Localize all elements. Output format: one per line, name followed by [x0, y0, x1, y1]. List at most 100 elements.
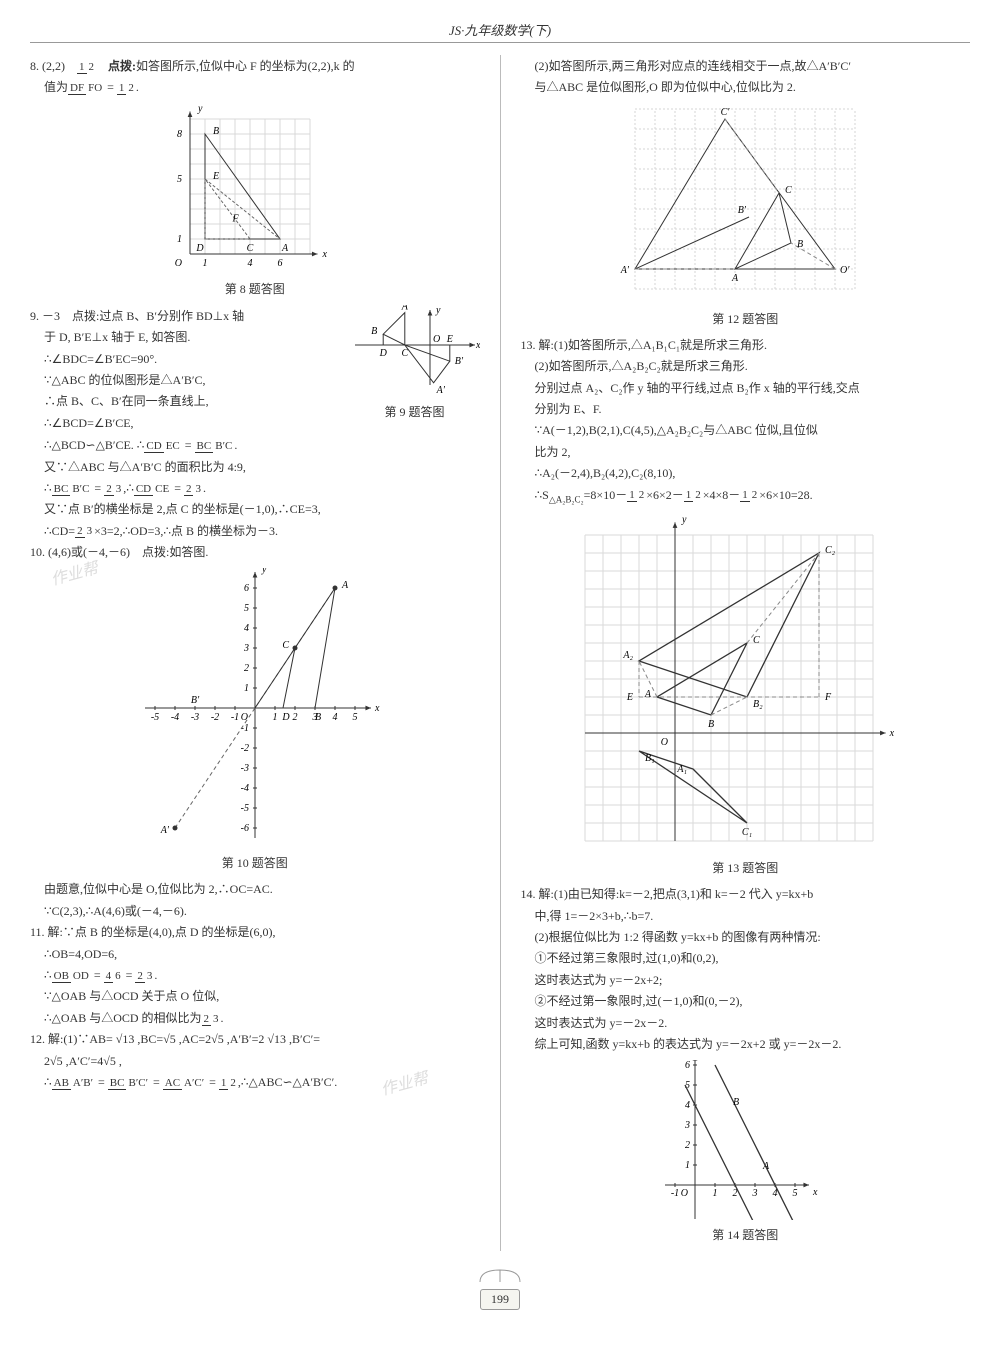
svg-text:4: 4 [332, 712, 337, 723]
q13-l2: (2)如答图所示,△A₂B₂C₂就是所求三角形. [521, 356, 971, 376]
svg-text:6: 6 [685, 1060, 690, 1071]
svg-text:1: 1 [244, 683, 249, 694]
svg-text:B: B [315, 712, 321, 723]
q10-l3: ∵C(2,3),∴A(4,6)或(－4,－6). [30, 901, 480, 921]
svg-text:x: x [812, 1187, 818, 1198]
svg-text:C: C [785, 185, 792, 196]
svg-text:4: 4 [247, 258, 252, 269]
svg-text:O: O [433, 334, 440, 345]
svg-text:A′: A′ [159, 825, 169, 836]
svg-text:B′: B′ [454, 356, 463, 367]
q9-l7: ∴△BCD∽△B′CE. ∴CDEC = BCB′C. [30, 435, 480, 455]
svg-text:-4: -4 [240, 783, 248, 794]
svg-text:A′: A′ [620, 265, 630, 276]
svg-text:C: C [401, 348, 408, 359]
svg-text:C′: C′ [721, 107, 731, 118]
svg-text:-5: -5 [240, 803, 248, 814]
svg-text:F: F [824, 692, 832, 703]
q9-caption: 第 9 题答图 [350, 403, 480, 420]
svg-text:x: x [475, 340, 480, 351]
svg-text:3: 3 [684, 1120, 690, 1131]
svg-text:A′: A′ [435, 385, 445, 395]
svg-text:-2: -2 [240, 743, 248, 754]
svg-text:5: 5 [177, 174, 182, 185]
svg-text:1: 1 [685, 1160, 690, 1171]
svg-text:A: A [281, 243, 289, 254]
q8-line2: 值为DFFO = 12. [30, 77, 480, 97]
svg-text:A: A [762, 1161, 770, 1172]
book-icon [475, 1267, 525, 1285]
q12c-caption: 第 12 题答图 [521, 310, 971, 327]
left-column: 8. (2,2) 12 点拨:如答图所示,位似中心 F 的坐标为(2,2),k … [30, 55, 480, 1251]
q10-l2: 由题意,位似中心是 O,位似比为 2,∴OC=AC. [30, 879, 480, 899]
q14-l6: ②不经过第一象限时,过(－1,0)和(0,－2), [521, 991, 971, 1011]
q8-line1: 8. (2,2) 12 点拨:如答图所示,位似中心 F 的坐标为(2,2),k … [30, 56, 480, 76]
svg-text:4: 4 [244, 623, 249, 634]
page-header: JS·九年级数学(下) [30, 20, 970, 43]
svg-text:F: F [231, 213, 239, 224]
q14-caption: 第 14 题答图 [521, 1226, 971, 1243]
q14-l2: 中,得 1=－2×3+b,∴b=7. [521, 906, 971, 926]
svg-text:1: 1 [272, 712, 277, 723]
svg-text:-3: -3 [240, 763, 248, 774]
svg-text:A: A [400, 305, 408, 313]
svg-text:O: O [241, 712, 248, 723]
q10-caption: 第 10 题答图 [30, 854, 480, 871]
q12-l3: ∴ABA′B′ = BCB′C′ = ACA′C′ = 12,∴△ABC∽△A′… [30, 1072, 480, 1092]
q9-l6: ∴∠BCD=∠B′CE, [30, 413, 342, 433]
q13-l3: 分别过点 A₂、C₂作 y 轴的平行线,过点 B₂作 x 轴的平行线,交点 [521, 378, 971, 398]
svg-text:C: C [282, 640, 289, 651]
svg-text:C: C [753, 635, 760, 646]
svg-text:C₂: C₂ [825, 545, 836, 556]
svg-text:A: A [341, 580, 349, 591]
svg-text:-5: -5 [151, 712, 159, 723]
svg-text:5: 5 [244, 603, 249, 614]
q12c-figure: A′C′O′ABCB′ [521, 104, 971, 304]
q11-l1: 11. 解:∵点 B 的坐标是(4,0),点 D 的坐标是(6,0), [30, 922, 480, 942]
q8-figure: 158146OxyBEDCAF [30, 104, 480, 274]
q12c-l2: 与△ABC 是位似图形,O 即为位似中心,位似比为 2. [521, 77, 971, 97]
q9-l4: ∵△ABC 的位似图形是△A′B′C, [30, 370, 342, 390]
svg-text:x: x [321, 249, 327, 260]
q11-l5: ∴△OAB 与△OCD 的相似比为23. [30, 1008, 480, 1028]
svg-text:D: D [195, 243, 204, 254]
q13-figure: ABCA₁B₁C₁A₂B₂C₂EFOxy [521, 513, 971, 853]
svg-text:O: O [175, 258, 182, 269]
svg-text:D: D [378, 348, 387, 359]
svg-text:D: D [281, 712, 290, 723]
svg-text:-4: -4 [171, 712, 179, 723]
svg-text:2: 2 [685, 1140, 690, 1151]
svg-text:8: 8 [177, 129, 182, 140]
svg-text:O: O [681, 1188, 688, 1199]
q8-caption: 第 8 题答图 [30, 280, 480, 297]
svg-text:B: B [797, 239, 803, 250]
svg-text:2: 2 [244, 663, 249, 674]
svg-text:B: B [708, 719, 714, 730]
q9-l9: ∴BCB′C = 23,∴CDCE = 23. [30, 478, 480, 498]
q9-l3: ∴∠BDC=∠B′EC=90°. [30, 349, 342, 369]
svg-text:6: 6 [277, 258, 282, 269]
svg-text:1: 1 [713, 1188, 718, 1199]
svg-text:E: E [445, 334, 452, 345]
q14-l8: 综上可知,函数 y=kx+b 的表达式为 y=－2x+2 或 y=－2x－2. [521, 1034, 971, 1054]
q10-l1: 10. (4,6)或(－4,－6) 点拨:如答图. [30, 542, 480, 562]
svg-text:O: O [661, 737, 668, 748]
page-number: 199 [480, 1289, 520, 1310]
q9-l2: 于 D, B′E⊥x 轴于 E, 如答图. [30, 327, 342, 347]
svg-text:y: y [681, 515, 687, 526]
svg-text:B₂: B₂ [753, 699, 763, 710]
q9-l1: 9. －3 点拨:过点 B、B′分别作 BD⊥x 轴 [30, 306, 342, 326]
svg-text:B′: B′ [738, 205, 747, 216]
svg-text:B′: B′ [191, 695, 200, 706]
svg-text:y: y [435, 305, 441, 316]
svg-text:4: 4 [685, 1100, 690, 1111]
svg-text:3: 3 [243, 643, 249, 654]
svg-text:-1: -1 [231, 712, 239, 723]
svg-text:A₂: A₂ [623, 650, 634, 661]
q12-l2: 2√5 ,A′C′=4√5 , [30, 1051, 480, 1071]
svg-text:B: B [371, 326, 377, 337]
q14-figure: -112345123456OxyAB [521, 1060, 971, 1220]
svg-text:A: A [644, 689, 652, 700]
q14-l5: 这时表达式为 y=－2x+2; [521, 970, 971, 990]
q11-l2: ∴OB=4,OD=6, [30, 944, 480, 964]
